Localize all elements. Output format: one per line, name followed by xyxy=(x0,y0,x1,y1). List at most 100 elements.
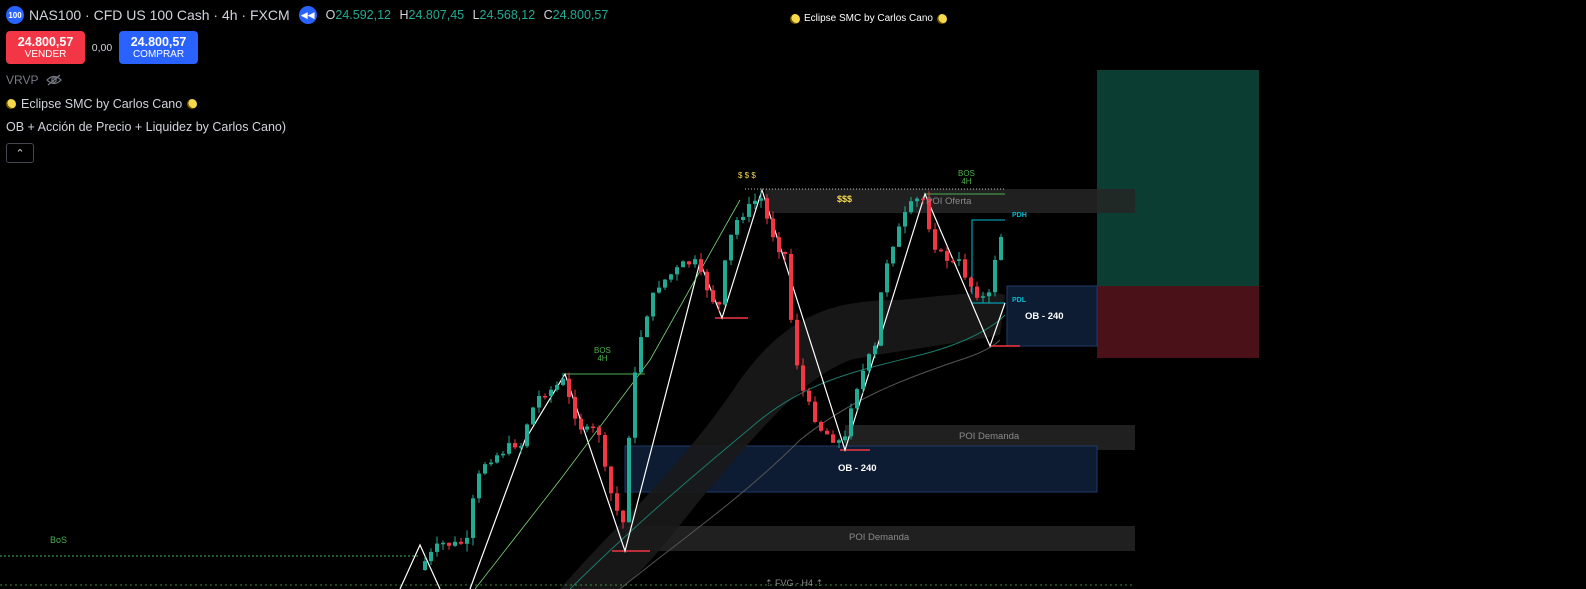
candle-body xyxy=(555,384,559,390)
trend-line xyxy=(474,199,741,589)
candle-body xyxy=(705,271,709,291)
candle-body xyxy=(597,427,601,436)
candle-body xyxy=(423,561,427,570)
poi-demand-label-1: POI Demanda xyxy=(959,431,1020,442)
candle-body xyxy=(939,249,943,252)
ma-cloud xyxy=(560,292,1005,589)
candle-body xyxy=(897,226,901,247)
vrvp-label: VRVP xyxy=(6,73,39,87)
collapse-indicators-button[interactable]: ⌃ xyxy=(6,143,34,163)
candle-body xyxy=(471,498,475,538)
candle-body xyxy=(513,443,517,448)
moon-icon xyxy=(187,99,198,109)
candle-body xyxy=(663,279,667,288)
candle-body xyxy=(813,401,817,422)
candle-body xyxy=(711,290,715,302)
stop-loss-zone xyxy=(1097,286,1259,358)
bos-label-1: BOS 4H xyxy=(594,346,611,363)
candle-body xyxy=(465,537,469,544)
candle-body xyxy=(903,212,907,227)
candle-body xyxy=(429,551,433,562)
candle-body xyxy=(867,354,871,371)
pdh-label: PDH xyxy=(1012,212,1027,219)
candle-body xyxy=(459,541,463,544)
liquidity-label-top: $ $ $ xyxy=(738,171,756,180)
candle-body xyxy=(831,434,835,443)
candle-body xyxy=(633,372,637,438)
candle-body xyxy=(651,292,655,317)
vrvp-indicator[interactable]: VRVP xyxy=(6,73,63,87)
candle-body xyxy=(501,453,505,456)
candle-body xyxy=(921,198,925,201)
candle-body xyxy=(747,203,751,217)
ohlc-values: O24.592,12 H24.807,45 L24.568,12 C24.800… xyxy=(325,8,609,22)
candle-body xyxy=(645,316,649,338)
take-profit-zone xyxy=(1097,70,1259,286)
candle-body xyxy=(735,219,739,235)
candle-body xyxy=(777,237,781,252)
chart-title: Eclipse SMC by Carlos Cano xyxy=(790,13,947,24)
candle-body xyxy=(951,260,955,263)
candle-body xyxy=(519,446,523,448)
candle-body xyxy=(993,259,997,293)
bos-label-2: BOS 4H xyxy=(958,169,975,186)
symbol-logo-icon: 100 xyxy=(6,6,24,24)
candle-body xyxy=(699,259,703,272)
candle-body xyxy=(789,253,793,320)
candle-body xyxy=(585,426,589,430)
candle-body xyxy=(759,198,763,201)
candle-body xyxy=(495,455,499,463)
moon-icon xyxy=(6,99,16,109)
candle-body xyxy=(531,407,535,425)
chart-title-text: Eclipse SMC by Carlos Cano xyxy=(804,13,933,24)
candle-body xyxy=(675,267,679,275)
indicator-ob-label: OB + Acción de Precio + Liquidez by Carl… xyxy=(6,120,287,134)
candle-body xyxy=(693,259,697,265)
candle-body xyxy=(435,543,439,552)
bos-label-left: BoS xyxy=(50,535,68,545)
candle-body xyxy=(963,259,967,278)
symbol-header: 100 NAS100 · CFD US 100 Cash · 4h · FXCM… xyxy=(6,6,613,24)
sell-button[interactable]: 24.800,57 VENDER xyxy=(6,31,85,64)
candle-body xyxy=(489,462,493,465)
candle-body xyxy=(861,370,865,390)
candle-body xyxy=(591,426,595,429)
buy-button[interactable]: 24.800,57 COMPRAR xyxy=(119,31,198,64)
ob-label-2: OB - 240 xyxy=(1025,311,1064,322)
indicator-ob[interactable]: OB + Acción de Precio + Liquidez by Carl… xyxy=(6,120,286,134)
moon-icon xyxy=(936,13,947,24)
ob-zone-2 xyxy=(1006,285,1098,347)
candle-body xyxy=(639,337,643,373)
candle-body xyxy=(561,378,565,385)
eye-hidden-icon[interactable] xyxy=(46,74,63,86)
candle-body xyxy=(795,319,799,366)
candle-body xyxy=(957,259,961,261)
candle-body xyxy=(741,216,745,220)
candle-body xyxy=(549,389,553,397)
zigzag-left xyxy=(399,543,441,589)
candle-body xyxy=(537,395,541,408)
candle-body xyxy=(975,286,979,298)
candle-body xyxy=(483,464,487,474)
candle-body xyxy=(573,397,577,419)
candle-body xyxy=(825,430,829,435)
candle-body xyxy=(525,424,529,447)
candle-body xyxy=(999,236,1003,260)
candle-body xyxy=(687,261,691,265)
candle-body xyxy=(771,218,775,238)
rewind-icon[interactable]: ◀◀ xyxy=(298,6,317,24)
indicator-smc-label: Eclipse SMC by Carlos Cano xyxy=(21,97,183,111)
candle-body xyxy=(987,292,991,297)
pdl-label: PDL xyxy=(1012,297,1026,304)
symbol-title[interactable]: NAS100 · CFD US 100 Cash · 4h · FXCM xyxy=(29,7,290,23)
candle-body xyxy=(579,418,583,430)
pdh-line xyxy=(971,219,1005,294)
candle-body xyxy=(855,389,859,409)
candle-body xyxy=(441,542,445,545)
indicator-smc[interactable]: Eclipse SMC by Carlos Cano xyxy=(6,97,198,111)
candle-body xyxy=(807,390,811,402)
poi-offer-label: POI Oferta xyxy=(926,196,972,207)
ma-line-grey xyxy=(619,339,1001,589)
candle-body xyxy=(945,251,949,261)
